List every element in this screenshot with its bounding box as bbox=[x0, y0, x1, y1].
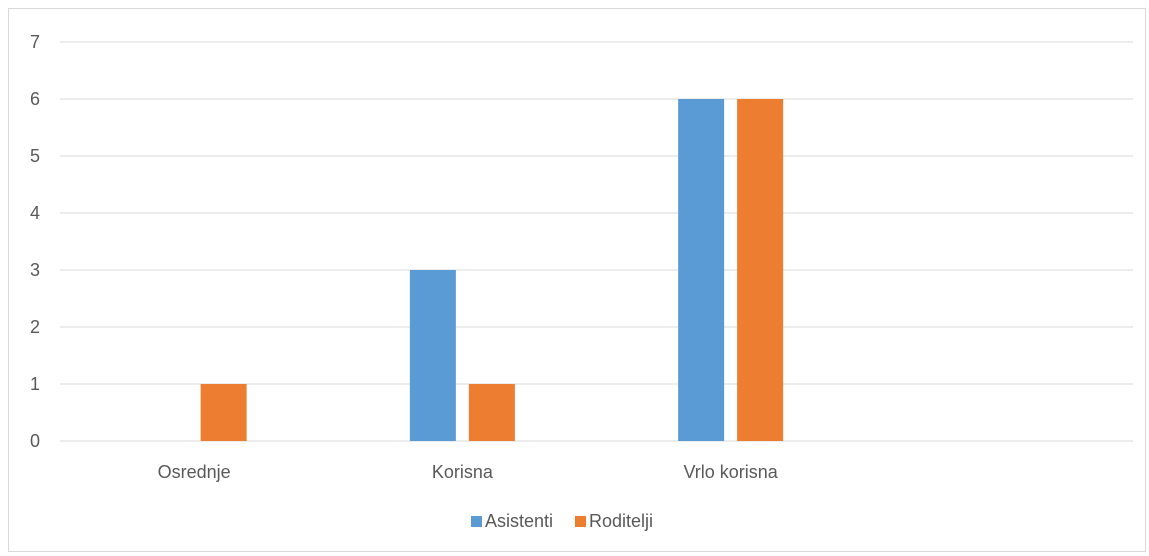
y-tick-label: 1 bbox=[30, 374, 40, 394]
y-tick-label: 5 bbox=[30, 146, 40, 166]
bar-roditelji-1 bbox=[468, 384, 515, 441]
legend-label-roditelji: Roditelji bbox=[589, 511, 653, 531]
legend-label-asistenti: Asistenti bbox=[485, 511, 553, 531]
x-tick-label: Osrednje bbox=[158, 462, 231, 482]
y-tick-label: 4 bbox=[30, 203, 40, 223]
legend-swatch-roditelji bbox=[575, 516, 586, 527]
legend-swatch-asistenti bbox=[471, 516, 482, 527]
x-axis: Osrednje Korisna Vrlo korisna bbox=[158, 462, 779, 482]
bar-roditelji-2 bbox=[737, 99, 784, 441]
y-tick-label: 0 bbox=[30, 431, 40, 451]
bars bbox=[200, 99, 784, 441]
bar-asistenti-2 bbox=[678, 99, 725, 441]
legend: Asistenti Roditelji bbox=[471, 511, 653, 531]
y-tick-label: 6 bbox=[30, 89, 40, 109]
y-tick-label: 2 bbox=[30, 317, 40, 337]
bar-roditelji-0 bbox=[200, 384, 247, 441]
bar-asistenti-1 bbox=[409, 270, 456, 441]
y-tick-label: 7 bbox=[30, 32, 40, 52]
x-tick-label: Vrlo korisna bbox=[683, 462, 778, 482]
y-tick-label: 3 bbox=[30, 260, 40, 280]
gridlines bbox=[60, 41, 1133, 442]
y-axis: 0 1 2 3 4 5 6 7 bbox=[30, 32, 40, 451]
x-tick-label: Korisna bbox=[432, 462, 494, 482]
